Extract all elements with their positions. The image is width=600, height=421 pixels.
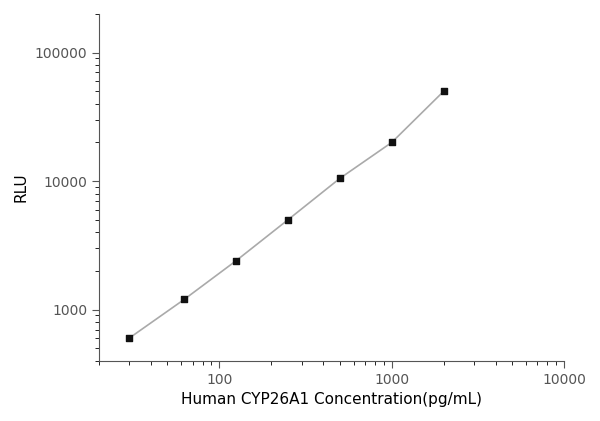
- Point: [231, 257, 241, 264]
- X-axis label: Human CYP26A1 Concentration(pg/mL): Human CYP26A1 Concentration(pg/mL): [181, 392, 482, 407]
- Point: [179, 296, 189, 303]
- Point: [335, 175, 344, 182]
- Point: [283, 216, 293, 223]
- Point: [387, 139, 397, 146]
- Y-axis label: RLU: RLU: [14, 173, 29, 202]
- Point: [124, 335, 134, 341]
- Point: [439, 88, 448, 95]
